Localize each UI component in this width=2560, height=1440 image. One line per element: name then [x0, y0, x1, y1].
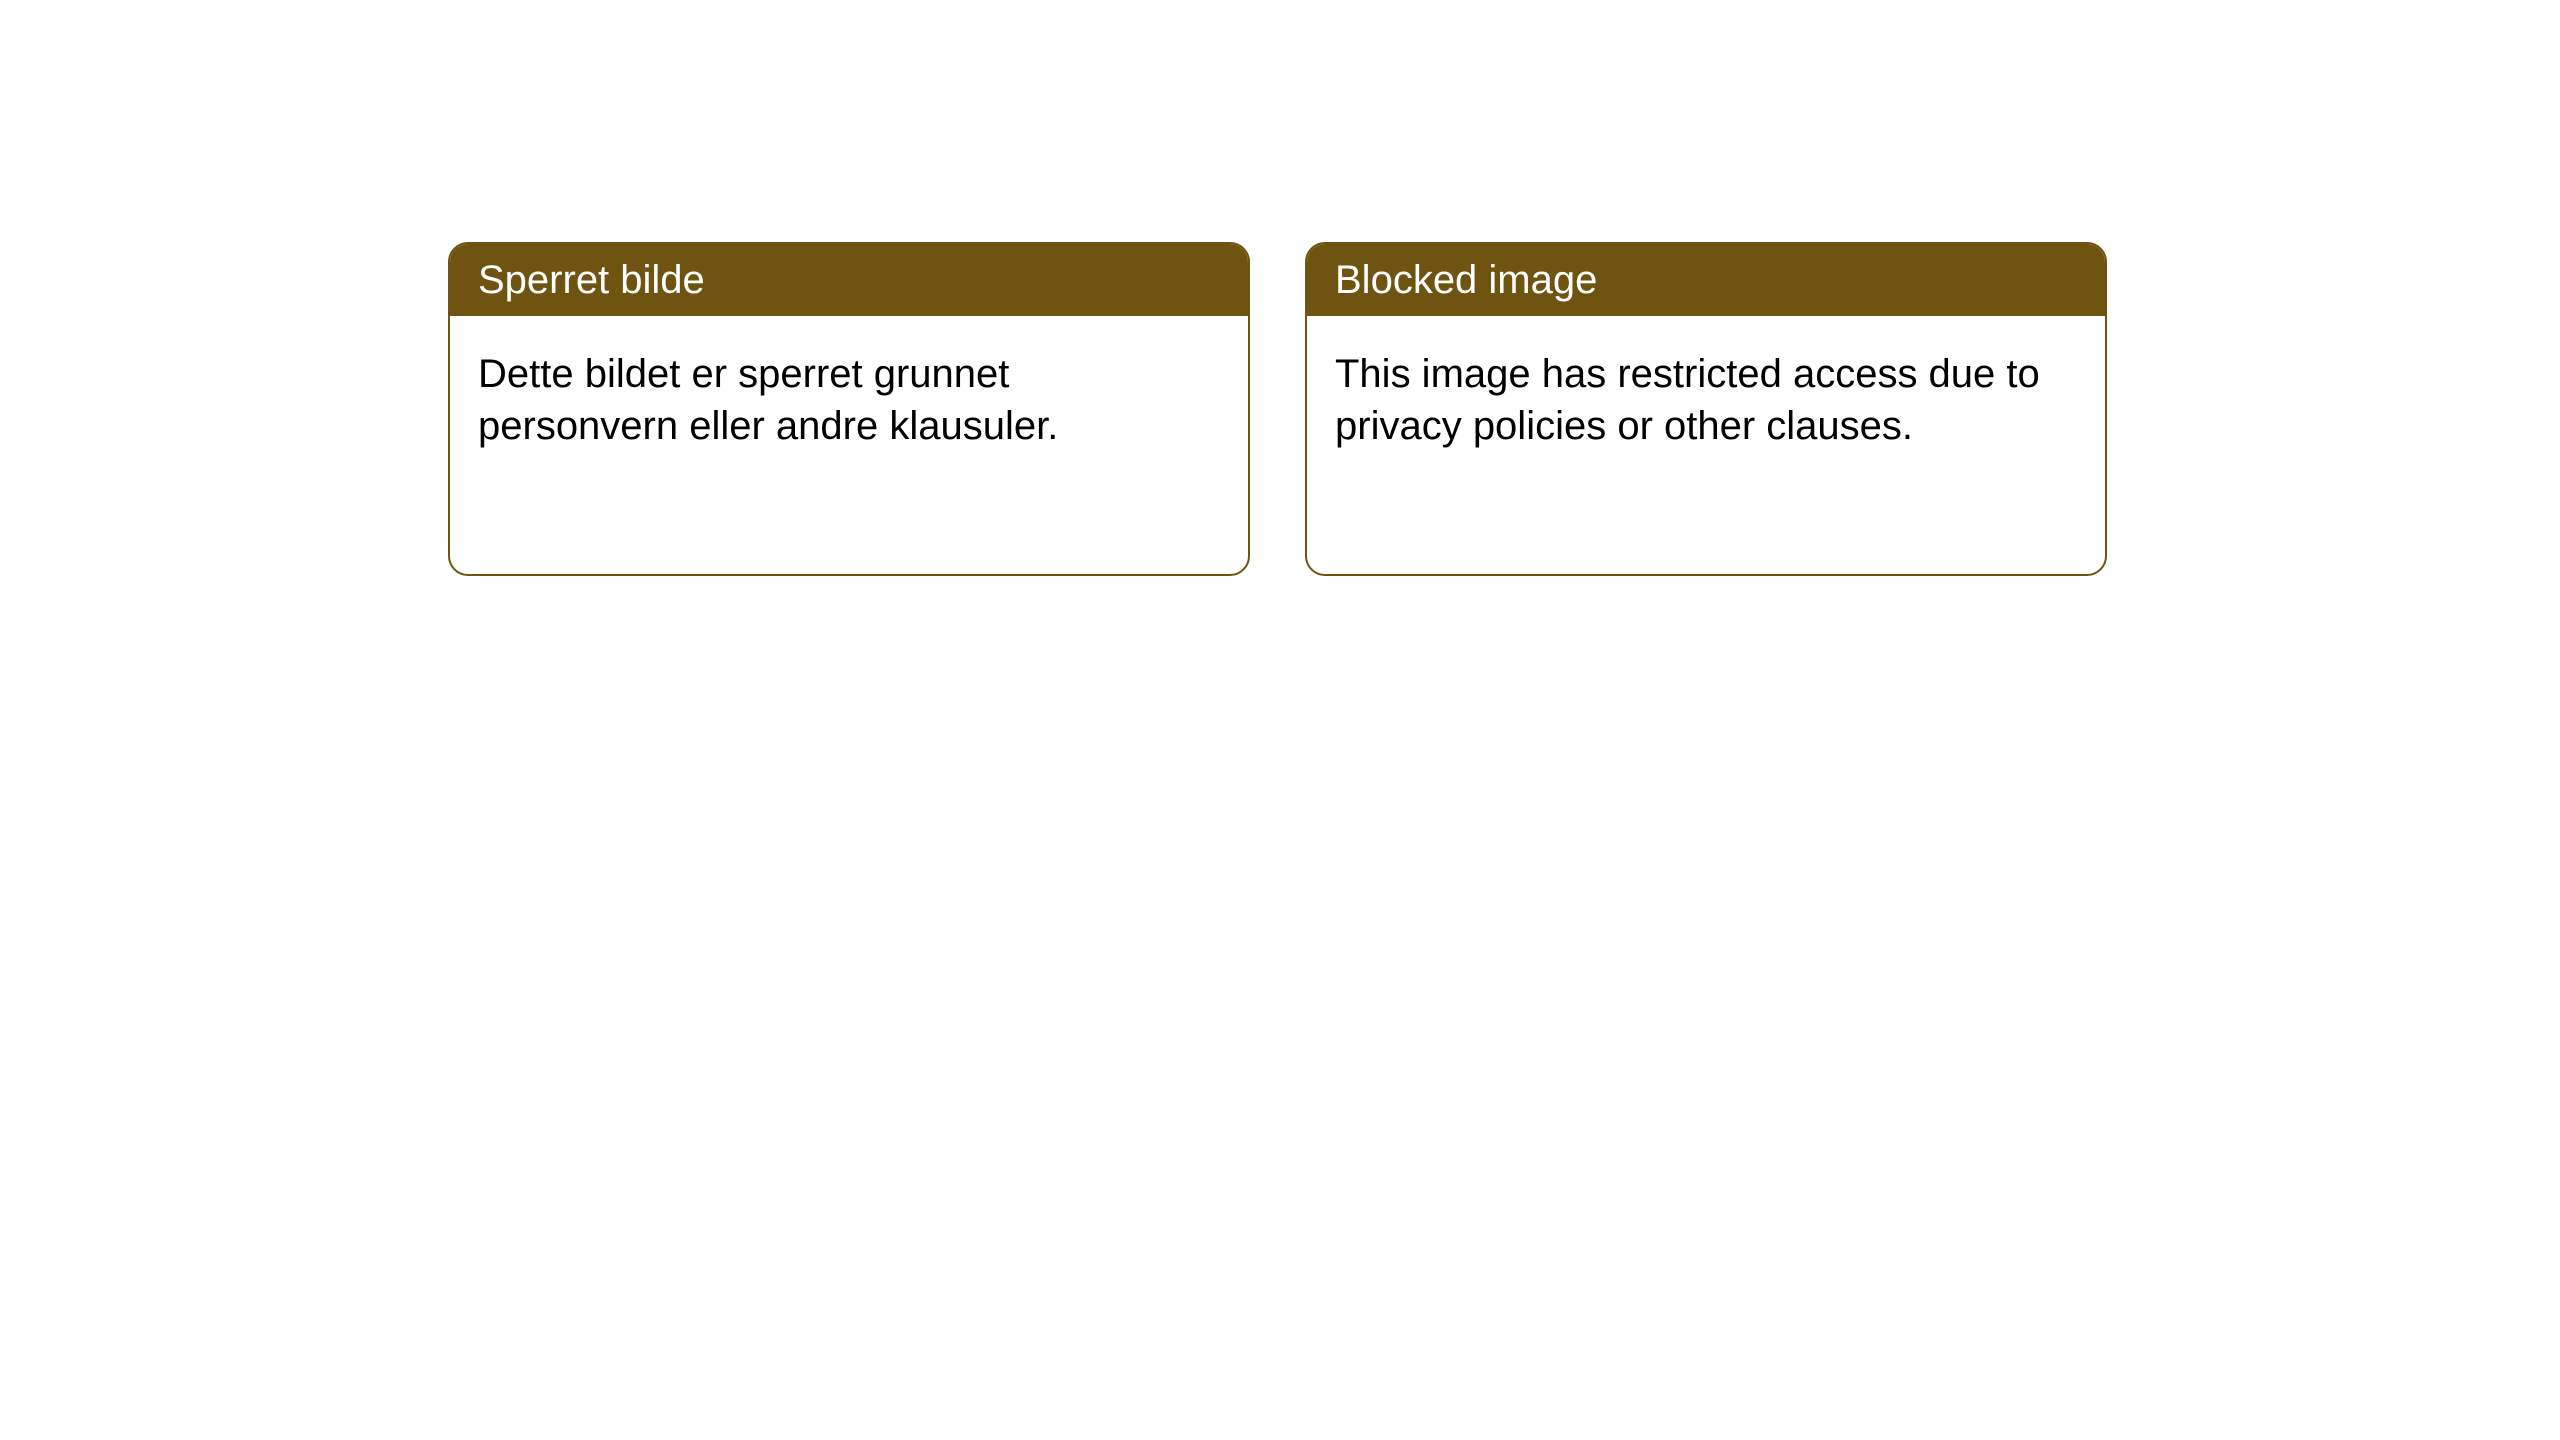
notice-card-norwegian: Sperret bilde Dette bildet er sperret gr… [448, 242, 1250, 576]
notice-title: Blocked image [1335, 258, 1597, 302]
notice-body: This image has restricted access due to … [1307, 316, 2105, 484]
notice-header: Blocked image [1307, 244, 2105, 316]
notice-container: Sperret bilde Dette bildet er sperret gr… [0, 0, 2560, 576]
notice-header: Sperret bilde [450, 244, 1248, 316]
notice-body-text: This image has restricted access due to … [1335, 352, 2040, 448]
notice-body-text: Dette bildet er sperret grunnet personve… [478, 352, 1058, 448]
notice-title: Sperret bilde [478, 258, 705, 302]
notice-card-english: Blocked image This image has restricted … [1305, 242, 2107, 576]
notice-body: Dette bildet er sperret grunnet personve… [450, 316, 1248, 484]
